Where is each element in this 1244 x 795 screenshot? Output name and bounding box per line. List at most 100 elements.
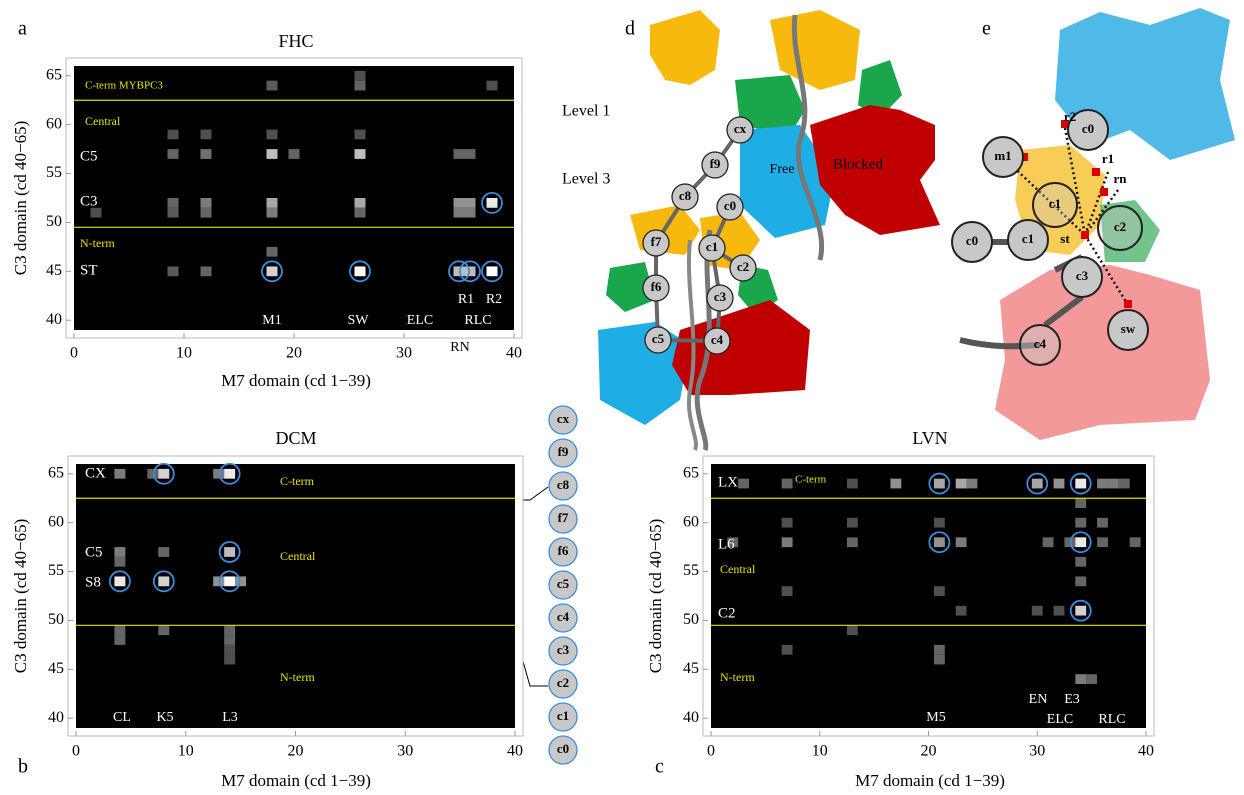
plot-area (74, 66, 514, 330)
heatmap-cell (158, 625, 169, 635)
x-tick-label: 10 (812, 743, 828, 760)
y-axis-label: C3 domain (cd 40−65) (11, 519, 30, 674)
node-label: cx (557, 411, 570, 426)
x-tick-label: 20 (921, 743, 937, 760)
heatmap-cell (1097, 479, 1108, 489)
node-label: c8 (679, 188, 692, 203)
node-label: c4 (557, 609, 570, 624)
heatmap-cell (355, 149, 366, 159)
node-label: c4 (1034, 336, 1047, 351)
node-label: c5 (652, 331, 665, 346)
node-label: c0 (966, 233, 978, 248)
panel-letter: a (18, 18, 27, 40)
level-label: Level 3 (562, 171, 610, 188)
heatmap-cell (355, 208, 366, 218)
y-tick-label: 50 (46, 213, 62, 230)
heatmap-cell (1043, 537, 1054, 547)
node-label: f9 (710, 156, 721, 171)
heatmap-cell (454, 198, 465, 208)
node-label: cx (734, 121, 747, 136)
node-label: c2 (1114, 219, 1126, 234)
heatmap-cell (934, 479, 945, 489)
node-label: rn (1114, 171, 1128, 186)
node-label: f7 (558, 510, 569, 525)
heatmap-cell (956, 479, 967, 489)
heatmap-cell (1097, 518, 1108, 528)
heatmap-cell (114, 625, 125, 635)
heatmap-cell (267, 149, 278, 159)
x-tick-label: 20 (288, 743, 304, 760)
heatmap-cell (1097, 537, 1108, 547)
heatmap-cell (487, 198, 498, 208)
heatmap-cell (201, 208, 212, 218)
annotation: C5 (85, 544, 103, 560)
region-label: Free (770, 162, 795, 177)
heatmap-cell (934, 655, 945, 665)
heatmap-cell (1108, 479, 1119, 489)
heatmap-cell (114, 557, 125, 567)
heatmap-cell (168, 198, 179, 208)
x-tick-label: 30 (1029, 743, 1045, 760)
node-label: c1 (1049, 196, 1061, 211)
heatmap-cell (454, 208, 465, 218)
heatmap-cell (1075, 557, 1086, 567)
annotation: RLC (1098, 712, 1125, 727)
annotation: CX (85, 465, 106, 481)
y-tick-label: 60 (683, 513, 699, 530)
y-tick-label: 55 (46, 164, 62, 181)
heatmap-cell (847, 537, 858, 547)
heatmap-cell (782, 586, 793, 596)
y-tick-label: 45 (48, 660, 64, 677)
x-tick-label: 0 (72, 743, 80, 760)
annotation: ST (80, 262, 98, 278)
node-label: c2 (557, 675, 569, 690)
heatmap-cell (1075, 537, 1086, 547)
annotation: CL (113, 710, 131, 725)
heatmap-cell (267, 208, 278, 218)
heatmap-cell (213, 469, 224, 479)
x-tick-label: 10 (178, 743, 194, 760)
heatmap-cell (147, 469, 158, 479)
heatmap-cell (355, 266, 366, 276)
heatmap-cell (224, 576, 235, 586)
x-tick-label: 0 (707, 743, 715, 760)
y-tick-label: 60 (48, 513, 64, 530)
heatmap-cell (465, 208, 476, 218)
annotation: ELC (407, 313, 433, 328)
node-label: c1 (557, 708, 569, 723)
node-label: m1 (994, 148, 1011, 163)
heatmap-cell (465, 198, 476, 208)
heatmap-cell (224, 655, 235, 665)
y-axis-label: C3 domain (cd 40−65) (646, 519, 665, 674)
heatmap-cell (114, 635, 125, 645)
heatmap-cell (1086, 674, 1097, 684)
node-label: c3 (557, 642, 570, 657)
heatmap-cell (847, 479, 858, 489)
node-label: c2 (737, 259, 749, 274)
annotation: C-term (280, 474, 315, 488)
heatmap-cell (355, 71, 366, 81)
x-axis-label: M7 domain (cd 1−39) (221, 371, 371, 390)
heatmap-cell (782, 645, 793, 655)
heatmap-cell (224, 469, 235, 479)
heatmap-cell (454, 266, 465, 276)
y-tick-label: 40 (48, 709, 64, 726)
node-label: f9 (558, 444, 569, 459)
node-label: c3 (1076, 268, 1089, 283)
y-tick-label: 40 (683, 709, 699, 726)
heatmap-cell (465, 149, 476, 159)
heatmap-cell (1075, 674, 1086, 684)
heatmap-cell (355, 130, 366, 140)
heatmap-cell (158, 469, 169, 479)
heatmap-cell (289, 149, 300, 159)
y-tick-label: 50 (48, 611, 64, 628)
heatmap-cell (114, 547, 125, 557)
annotation: C-term MYBPC3 (85, 80, 163, 92)
heatmap-cell (782, 518, 793, 528)
heatmap-cell (1075, 518, 1086, 528)
heatmap-cell (847, 625, 858, 635)
heatmap-cell (934, 586, 945, 596)
heatmap-cell (934, 537, 945, 547)
annotation: C5 (80, 148, 98, 164)
y-tick-label: 55 (48, 562, 64, 579)
